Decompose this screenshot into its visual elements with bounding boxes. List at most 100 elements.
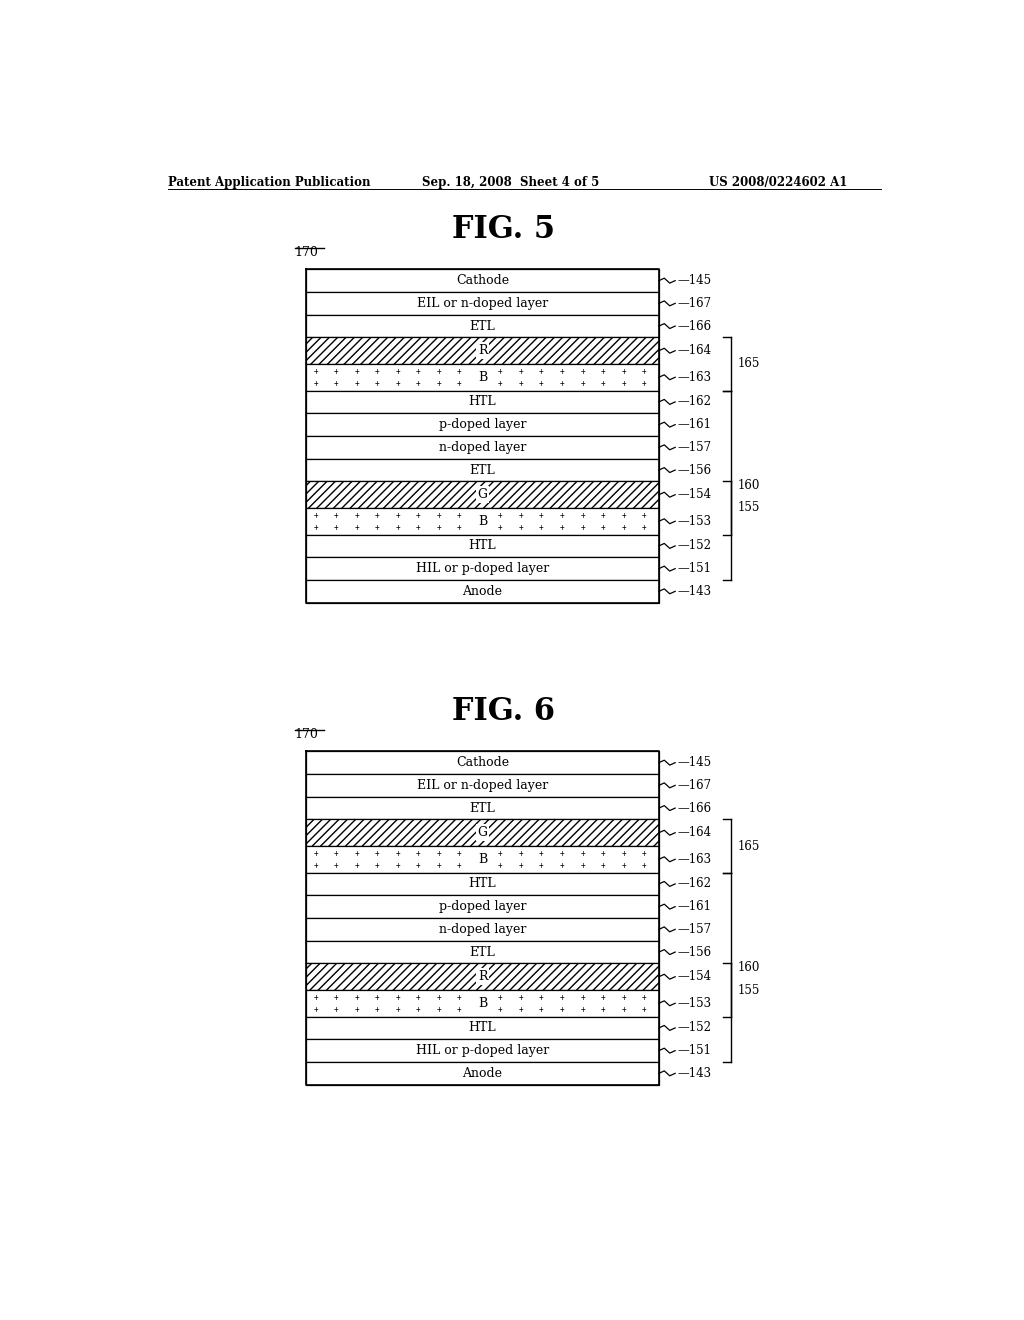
Bar — [306, 535, 658, 557]
Bar — [306, 990, 658, 1016]
Text: +: + — [498, 1005, 503, 1014]
Text: +: + — [354, 523, 359, 532]
Text: +: + — [601, 511, 605, 520]
Bar — [306, 579, 658, 603]
Text: —163: —163 — [678, 853, 712, 866]
Text: +: + — [395, 993, 400, 1002]
Bar — [306, 941, 658, 964]
Text: +: + — [498, 523, 503, 532]
Text: p-doped layer: p-doped layer — [439, 900, 526, 913]
Text: —156: —156 — [678, 463, 712, 477]
Text: —143: —143 — [678, 1067, 712, 1080]
Text: —154: —154 — [678, 970, 712, 983]
Bar — [306, 292, 658, 314]
Text: +: + — [540, 379, 544, 388]
Text: +: + — [334, 861, 338, 870]
Text: +: + — [622, 861, 626, 870]
Text: 170: 170 — [295, 246, 318, 259]
Text: +: + — [436, 511, 441, 520]
Text: —143: —143 — [678, 585, 712, 598]
Text: +: + — [395, 367, 400, 376]
Bar — [306, 797, 658, 820]
Text: +: + — [477, 993, 482, 1002]
Text: +: + — [416, 379, 421, 388]
Text: +: + — [642, 993, 646, 1002]
Text: +: + — [498, 511, 503, 520]
Text: +: + — [416, 849, 421, 858]
Text: Cathode: Cathode — [456, 275, 509, 288]
Text: —163: —163 — [678, 371, 712, 384]
Text: +: + — [334, 523, 338, 532]
Text: +: + — [518, 1005, 523, 1014]
Text: —145: —145 — [678, 275, 712, 288]
Text: +: + — [560, 523, 564, 532]
Text: Anode: Anode — [463, 585, 503, 598]
Text: +: + — [436, 849, 441, 858]
Text: —166: —166 — [678, 319, 712, 333]
Text: n-doped layer: n-doped layer — [439, 441, 526, 454]
Text: +: + — [354, 511, 359, 520]
Text: +: + — [375, 861, 380, 870]
Text: —151: —151 — [678, 1044, 712, 1057]
Text: +: + — [313, 379, 317, 388]
Text: +: + — [622, 379, 626, 388]
Text: US 2008/0224602 A1: US 2008/0224602 A1 — [710, 176, 848, 189]
Text: +: + — [477, 379, 482, 388]
Text: +: + — [436, 1005, 441, 1014]
Text: +: + — [416, 523, 421, 532]
Text: +: + — [622, 1005, 626, 1014]
Text: 155: 155 — [737, 502, 760, 515]
Text: —162: —162 — [678, 878, 712, 891]
Text: +: + — [622, 367, 626, 376]
Text: +: + — [457, 367, 462, 376]
Text: +: + — [354, 379, 359, 388]
Text: +: + — [540, 1005, 544, 1014]
Text: +: + — [560, 849, 564, 858]
Text: ETL: ETL — [470, 801, 496, 814]
Text: +: + — [560, 861, 564, 870]
Text: +: + — [581, 367, 585, 376]
Text: +: + — [395, 379, 400, 388]
Text: +: + — [518, 993, 523, 1002]
Text: +: + — [581, 1005, 585, 1014]
Text: +: + — [581, 861, 585, 870]
Text: EIL or n-doped layer: EIL or n-doped layer — [417, 297, 548, 310]
Text: +: + — [601, 993, 605, 1002]
Text: —145: —145 — [678, 756, 712, 770]
Text: EIL or n-doped layer: EIL or n-doped layer — [417, 779, 548, 792]
Text: +: + — [642, 1005, 646, 1014]
Text: HIL or p-doped layer: HIL or p-doped layer — [416, 562, 549, 576]
Text: +: + — [581, 993, 585, 1002]
Text: +: + — [334, 379, 338, 388]
Text: +: + — [601, 379, 605, 388]
Text: —166: —166 — [678, 801, 712, 814]
Text: +: + — [395, 861, 400, 870]
Text: HIL or p-doped layer: HIL or p-doped layer — [416, 1044, 549, 1057]
Text: Sep. 18, 2008  Sheet 4 of 5: Sep. 18, 2008 Sheet 4 of 5 — [423, 176, 600, 189]
Bar — [306, 1063, 658, 1085]
Text: +: + — [436, 861, 441, 870]
Text: FIG. 5: FIG. 5 — [453, 214, 555, 244]
Text: +: + — [518, 861, 523, 870]
Text: G: G — [477, 488, 487, 502]
Text: Patent Application Publication: Patent Application Publication — [168, 176, 371, 189]
Text: 165: 165 — [737, 358, 760, 371]
Text: +: + — [457, 511, 462, 520]
Text: 170: 170 — [295, 729, 318, 742]
Text: +: + — [457, 523, 462, 532]
Text: +: + — [540, 993, 544, 1002]
Text: —157: —157 — [678, 441, 712, 454]
Text: +: + — [375, 993, 380, 1002]
Text: B: B — [478, 515, 487, 528]
Text: +: + — [313, 523, 317, 532]
Text: +: + — [416, 367, 421, 376]
Bar — [306, 820, 658, 846]
Text: —164: —164 — [678, 826, 712, 840]
Text: +: + — [354, 1005, 359, 1014]
Text: +: + — [498, 379, 503, 388]
Bar — [306, 873, 658, 895]
Text: —151: —151 — [678, 562, 712, 576]
Text: —153: —153 — [678, 997, 712, 1010]
Text: R: R — [478, 345, 487, 358]
Text: +: + — [354, 849, 359, 858]
